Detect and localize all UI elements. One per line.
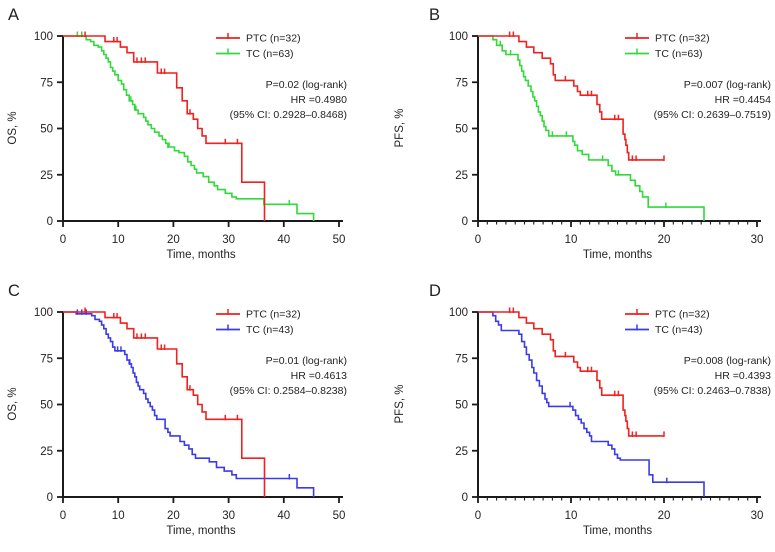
x-tick-label: 10 <box>112 510 125 522</box>
panel-letter: B <box>429 6 441 24</box>
y-tick-label: 100 <box>34 31 53 43</box>
legend-label: PTC (n=32) <box>655 33 710 45</box>
y-tick-label: 25 <box>455 170 468 182</box>
km-curve-ptc <box>478 35 664 161</box>
panel-letter: A <box>8 6 20 24</box>
x-tick-label: 10 <box>112 234 125 246</box>
stats-pvalue: P=0.007 (log-rank) <box>684 79 771 91</box>
stats-pvalue: P=0.01 (log-rank) <box>266 355 347 367</box>
y-tick-label: 25 <box>455 446 468 458</box>
legend-label: TC (n=63) <box>655 48 703 60</box>
km-plot-B: 0 10 20 30 0 25 50 75 100 Time, months PFS, % B PTC … <box>394 6 771 261</box>
km-curve-ptc <box>478 311 664 437</box>
x-tick-label: 40 <box>277 510 290 522</box>
panel-b-pfs-ptc-vs-tc63: 0 10 20 30 0 25 50 75 100 Time, months PFS, % B PTC … <box>387 0 775 276</box>
y-tick-label: 50 <box>40 400 53 412</box>
x-tick-label: 50 <box>333 510 346 522</box>
panel-c-os-ptc-vs-tc43: 0 10 20 30 40 50 0 25 50 75 100 Time, months OS, % C P… <box>0 276 388 552</box>
x-tick-label: 30 <box>222 510 235 522</box>
x-axis-title: Time, months <box>166 525 235 537</box>
panel-a-os-ptc-vs-tc63: 0 10 20 30 40 50 0 25 50 75 100 Time, months OS, % A P… <box>0 0 388 276</box>
km-curve-tc <box>63 311 315 497</box>
y-axis-title: PFS, % <box>394 109 406 148</box>
x-tick-label: 10 <box>565 234 578 246</box>
panel-letter: C <box>8 282 20 300</box>
stats-hr: HR =0.4454 <box>715 94 771 106</box>
x-axis-title: Time, months <box>583 525 652 537</box>
km-plot-C: 0 10 20 30 40 50 0 25 50 75 100 Time, months OS, % C P… <box>7 282 347 537</box>
x-tick-label: 0 <box>60 510 66 522</box>
y-tick-label: 0 <box>47 216 53 228</box>
x-tick-label: 20 <box>167 510 180 522</box>
stats-hr: HR =0.4393 <box>715 370 771 382</box>
stats-pvalue: P=0.008 (log-rank) <box>684 355 771 367</box>
y-tick-label: 75 <box>40 77 53 89</box>
x-tick-label: 20 <box>658 234 671 246</box>
panel-d-pfs-ptc-vs-tc43: 0 10 20 30 0 25 50 75 100 Time, months PFS, % D PTC … <box>387 276 775 552</box>
y-axis-title: OS, % <box>7 111 19 144</box>
x-tick-label: 0 <box>475 234 481 246</box>
km-curve-tc <box>478 35 705 221</box>
stats-pvalue: P=0.02 (log-rank) <box>266 79 347 91</box>
y-tick-label: 50 <box>40 124 53 136</box>
y-tick-label: 50 <box>455 124 468 136</box>
x-axis-title: Time, months <box>583 249 652 261</box>
y-tick-label: 0 <box>462 492 468 504</box>
stats-hr: HR =0.4980 <box>291 94 347 106</box>
y-tick-label: 100 <box>449 307 468 319</box>
y-tick-label: 100 <box>449 31 468 43</box>
y-tick-label: 100 <box>34 307 53 319</box>
x-tick-label: 30 <box>751 510 764 522</box>
legend-label: TC (n=63) <box>246 48 294 60</box>
legend-label: TC (n=43) <box>655 324 703 336</box>
x-tick-label: 10 <box>565 510 578 522</box>
y-tick-label: 0 <box>462 216 468 228</box>
stats-ci: (95% CI: 0.2639–0.7519) <box>654 109 771 121</box>
stats-ci: (95% CI: 0.2463–0.7838) <box>654 385 771 397</box>
legend-label: PTC (n=32) <box>246 309 301 321</box>
x-tick-label: 0 <box>475 510 481 522</box>
y-tick-label: 25 <box>40 446 53 458</box>
panel-letter: D <box>429 282 441 300</box>
stats-hr: HR =0.4613 <box>291 370 347 382</box>
stats-ci: (95% CI: 0.2928–0.8468) <box>230 109 347 121</box>
x-tick-label: 20 <box>167 234 180 246</box>
y-tick-label: 75 <box>40 353 53 365</box>
x-axis-title: Time, months <box>166 249 235 261</box>
y-tick-label: 75 <box>455 353 468 365</box>
y-tick-label: 75 <box>455 77 468 89</box>
km-curve-tc <box>63 35 315 221</box>
y-tick-label: 25 <box>40 170 53 182</box>
x-tick-label: 0 <box>60 234 66 246</box>
y-axis-title: PFS, % <box>394 385 406 424</box>
km-plot-A: 0 10 20 30 40 50 0 25 50 75 100 Time, months OS, % A P… <box>7 6 347 261</box>
x-tick-label: 50 <box>333 234 346 246</box>
km-curve-tc <box>478 311 705 497</box>
legend-label: PTC (n=32) <box>246 33 301 45</box>
y-tick-label: 0 <box>47 492 53 504</box>
stats-ci: (95% CI: 0.2584–0.8238) <box>230 385 347 397</box>
km-curve-ptc <box>63 311 266 497</box>
y-tick-label: 50 <box>455 400 468 412</box>
km-curve-ptc <box>63 35 266 221</box>
km-plot-D: 0 10 20 30 0 25 50 75 100 Time, months PFS, % D PTC … <box>394 282 771 537</box>
y-axis-title: OS, % <box>7 387 19 420</box>
x-tick-label: 40 <box>277 234 290 246</box>
x-tick-label: 30 <box>222 234 235 246</box>
x-tick-label: 30 <box>751 234 764 246</box>
legend-label: TC (n=43) <box>246 324 294 336</box>
x-tick-label: 20 <box>658 510 671 522</box>
legend-label: PTC (n=32) <box>655 309 710 321</box>
